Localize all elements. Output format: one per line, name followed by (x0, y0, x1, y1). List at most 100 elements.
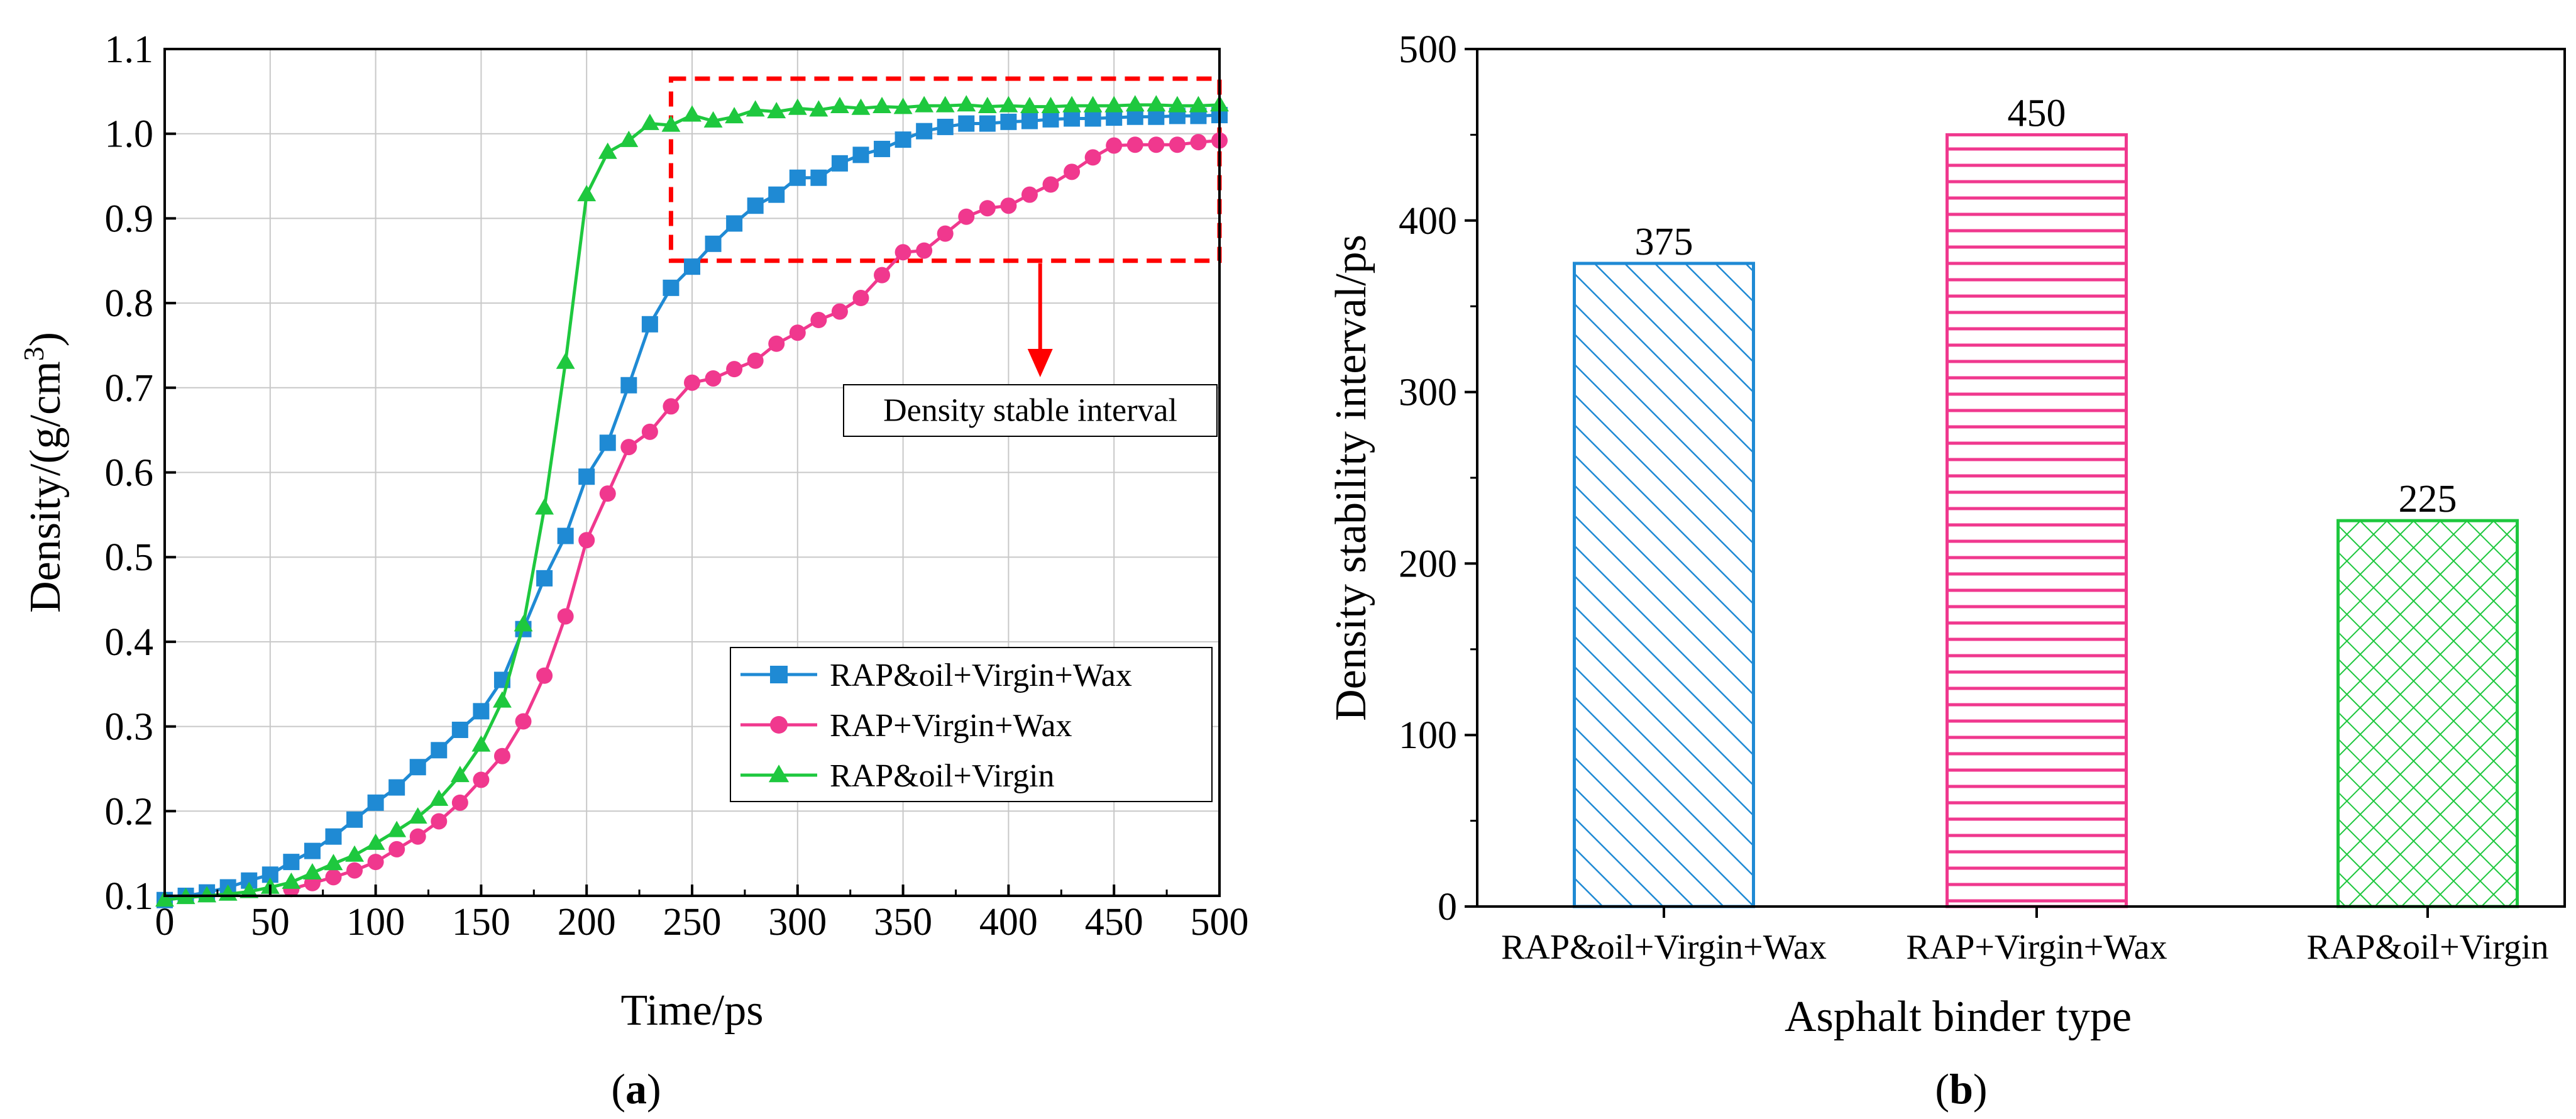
y-tick-label: 0.5 (105, 536, 154, 579)
data-point (916, 242, 933, 259)
data-point (451, 794, 468, 811)
data-point (958, 208, 975, 225)
y-tick-label: 200 (1399, 543, 1457, 585)
data-point (788, 98, 807, 115)
data-point (473, 771, 490, 788)
data-point (747, 352, 764, 369)
data-point (1064, 163, 1081, 180)
data-point (957, 95, 976, 112)
data-point (431, 813, 448, 830)
data-point (1062, 96, 1082, 113)
data-point (725, 107, 744, 124)
data-point (684, 374, 700, 391)
legend: RAP&oil+Virgin+Wax RAP+Virgin+Wax RAP&oil+… (740, 658, 1132, 794)
stable-interval-region (668, 76, 1222, 263)
y-tick-label: 0.9 (105, 197, 154, 240)
data-point (1126, 136, 1143, 153)
data-point (155, 890, 174, 907)
data-point (874, 267, 891, 284)
x-tick-label: 400 (979, 901, 1038, 944)
data-point (916, 123, 933, 140)
data-point (1000, 113, 1017, 130)
y-tick-label: 0.7 (105, 367, 154, 410)
data-point (852, 290, 869, 307)
data-point (663, 279, 680, 296)
data-point (578, 468, 595, 485)
data-point (830, 96, 849, 113)
data-point (557, 527, 574, 544)
data-point (578, 532, 595, 549)
annotation-text: Density stable interval (883, 393, 1177, 429)
data-point (641, 316, 658, 333)
data-point (705, 370, 722, 387)
series-layer (155, 95, 1229, 908)
y-tick-label: 0.4 (105, 621, 154, 664)
legend-marker (770, 666, 788, 683)
data-point (1147, 95, 1166, 112)
data-point (1064, 110, 1081, 127)
bar (2337, 519, 2519, 908)
data-point (726, 215, 743, 232)
x-axis-title: Time/ps (621, 986, 764, 1035)
data-point (915, 96, 934, 113)
data-point (874, 140, 891, 157)
bar-group: 450 (1946, 92, 2128, 908)
bar (1573, 262, 1755, 908)
data-point (894, 131, 911, 148)
axis-ticks: 0 50 100 150 200 250 300 350 400 450 500 0.1 0.2 0.3 0… (105, 28, 1249, 944)
y-axis-title: Density stability interval/ps (1327, 234, 1375, 721)
data-point (197, 886, 217, 903)
data-point (557, 608, 574, 625)
panel-label-b: (b) (1935, 1065, 1987, 1113)
data-point (705, 235, 722, 252)
stability-bar-chart: 375 450 225 0 100 200 300 400 500 RAP&oil+Virgin… (1327, 28, 2566, 1113)
data-point (408, 807, 427, 824)
data-point (535, 498, 554, 515)
data-point (789, 169, 806, 186)
legend-label: RAP&oil+Virgin+Wax (830, 658, 1132, 693)
annotation-box (843, 384, 1218, 437)
y-tick-label: 1.0 (105, 113, 154, 156)
axis-ticks: 0 100 200 300 400 500 RAP&oil+Virgin+Wax RAP+Vi… (1399, 28, 2549, 967)
data-point (893, 97, 913, 114)
data-point (324, 854, 343, 871)
x-tick-label: 150 (452, 901, 510, 944)
y-tick-label: 0 (1438, 886, 1457, 929)
data-point (851, 98, 871, 115)
data-point (431, 742, 448, 759)
legend-marker (770, 716, 788, 734)
data-point (599, 434, 616, 451)
data-point (683, 105, 702, 122)
legend-entry: RAP+Virgin+Wax (740, 708, 1072, 744)
data-point (599, 485, 616, 502)
data-point (726, 361, 743, 378)
arrow-head (1027, 349, 1053, 377)
data-point (977, 96, 997, 113)
series-rap-virgin-wax (283, 132, 1228, 898)
data-point (979, 115, 996, 132)
data-point (831, 155, 848, 172)
data-point (1167, 96, 1187, 113)
data-point (789, 324, 806, 341)
data-point (767, 102, 786, 119)
y-axis-title: Density/(g/cm3) (18, 332, 70, 613)
data-point (1020, 96, 1039, 113)
data-point (1104, 96, 1124, 113)
data-point (979, 200, 996, 217)
data-point (619, 130, 639, 147)
data-point (1106, 137, 1123, 154)
data-point (641, 423, 658, 440)
data-point (935, 96, 955, 113)
annotation-arrow (1027, 263, 1053, 377)
data-point (1021, 186, 1038, 203)
data-point (450, 766, 470, 783)
data-point (1042, 176, 1059, 193)
bar-value-label: 375 (1635, 221, 1693, 263)
data-point (367, 794, 384, 811)
data-point (937, 118, 954, 135)
data-point (937, 225, 954, 242)
x-tick-label: 350 (874, 901, 932, 944)
data-point (620, 377, 637, 394)
y-tick-label: 400 (1399, 200, 1457, 243)
y-tick-label: 500 (1399, 28, 1457, 71)
